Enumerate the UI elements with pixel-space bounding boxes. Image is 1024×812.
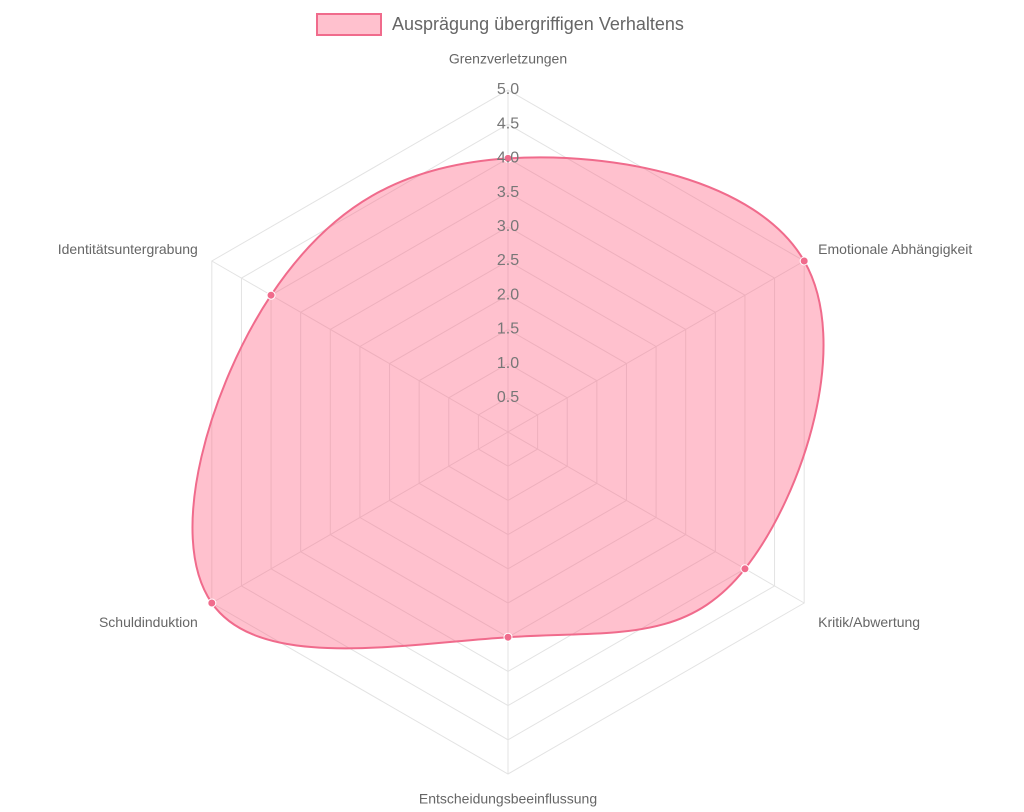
r-tick-label: 1.5: [497, 321, 519, 338]
radar-point: [799, 256, 809, 266]
r-tick-label: 1.0: [497, 355, 519, 372]
legend-label: Ausprägung übergriffigen Verhaltens: [392, 14, 684, 34]
radar-point: [740, 564, 750, 574]
radar-point: [207, 598, 217, 608]
point-label: Kritik/Abwertung: [818, 614, 920, 630]
r-tick-label: 4.0: [497, 150, 519, 167]
radar-point: [266, 290, 276, 300]
spoke: [507, 431, 805, 604]
spoke: [507, 260, 805, 433]
point-label: Identitätsuntergrabung: [58, 241, 198, 257]
r-tick-label: 3.0: [497, 218, 519, 235]
spoke: [211, 431, 509, 604]
point-label: Emotionale Abhängigkeit: [818, 241, 972, 257]
r-tick-label: 2.0: [497, 286, 519, 303]
radar-point: [503, 153, 513, 163]
r-tick-label: 3.5: [497, 184, 519, 201]
spoke: [211, 260, 509, 433]
point-label: Entscheidungsbeeinflussung: [419, 791, 597, 807]
r-tick-label: 4.5: [497, 115, 519, 132]
legend-swatch: [316, 13, 382, 36]
radar-point: [503, 632, 513, 642]
point-label: Schuldinduktion: [99, 614, 198, 630]
r-tick-label: 5.0: [497, 81, 519, 98]
r-tick-label: 2.5: [497, 252, 519, 269]
r-tick-label: 0.5: [497, 389, 519, 406]
point-label: Grenzverletzungen: [449, 51, 567, 67]
